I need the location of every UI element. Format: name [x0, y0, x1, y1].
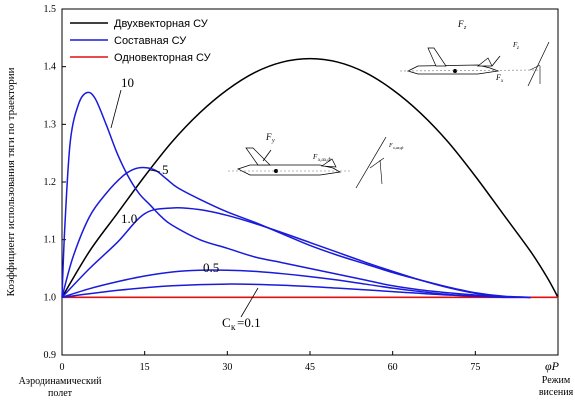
y-tick-label: 0.9 — [44, 350, 57, 361]
cg-dot-top — [453, 69, 457, 73]
aircraft-inset-top: F z F x F z — [399, 19, 550, 87]
curve-label-05: 0.5 — [203, 260, 219, 275]
x-axis-symbol: φP — [545, 359, 560, 373]
curve-label-10: 10 — [121, 75, 134, 90]
force-label-mid-sub: y — [271, 138, 275, 144]
x-tick-label: 45 — [305, 362, 315, 373]
axis-line-top — [399, 69, 541, 72]
vec-label-mid: F — [388, 143, 393, 149]
x-right-label-line2: висения — [539, 387, 574, 398]
legend: Двухвекторная СУ Составная СУ Одновекторна… — [70, 18, 212, 64]
axial-label-mid-sub: x,ах,ф — [317, 158, 331, 163]
vector-diagram-top-2 — [529, 64, 541, 71]
vec-label-top2-sub: z — [516, 46, 519, 51]
vector-diagram-mid — [355, 136, 387, 189]
y-tick-label: 1.2 — [44, 177, 57, 188]
y-tick-label: 1.1 — [44, 235, 57, 246]
x-tick-label: 30 — [222, 362, 232, 373]
x-left-label-line1: Аэродинамический — [19, 376, 103, 387]
vector-diagram-mid-2 — [369, 157, 385, 169]
curve-label-1: 1.0 — [121, 211, 137, 226]
x-tick-label: 75 — [470, 362, 480, 373]
series-line-Двухвекторная-СУ — [61, 57, 559, 298]
legend-label: Одновекторная СУ — [114, 52, 212, 64]
y-tick-label: 1.3 — [44, 119, 57, 130]
aircraft-body-top — [406, 64, 500, 75]
aircraft-tail-top — [477, 57, 493, 67]
ck-prefix: C — [222, 315, 231, 330]
vec-label-top-sub: x — [500, 79, 504, 84]
series-group — [61, 57, 559, 299]
y-tick-label: 1.5 — [44, 4, 57, 15]
x-tick-label: 60 — [388, 362, 398, 373]
y-tick-label: 1.4 — [44, 62, 57, 73]
aircraft-tail-mid — [320, 158, 337, 168]
leader-5 — [149, 169, 161, 173]
aircraft-inset-mid: F y F x,ах,ф F x,ах,ф — [228, 132, 404, 189]
legend-label: Двухвекторная СУ — [114, 18, 209, 30]
vec-label-top2: F — [512, 41, 518, 49]
series-line-0-1 — [61, 283, 531, 299]
force-arrow-top — [491, 55, 501, 67]
legend-label: Составная СУ — [114, 35, 187, 47]
y-axis-label: Коэффициент использования тяги по траект… — [5, 67, 17, 296]
vector-diagram-mid-3 — [379, 159, 383, 185]
aircraft-fin-mid — [245, 147, 271, 166]
series-line-1-0 — [61, 207, 531, 299]
leader-ck — [240, 287, 259, 318]
x-tick-label: 15 — [140, 362, 150, 373]
vec-label-mid-sub: x,ах,ф — [392, 145, 404, 151]
axial-label-mid: F — [312, 153, 318, 161]
curve-label-5: 5 — [162, 162, 169, 177]
vec-label-top: F — [495, 73, 501, 82]
curve-label-ck: C к =0.1 — [222, 315, 261, 332]
x-right-label-line1: Режим — [542, 375, 571, 386]
y-tick-label: 1.0 — [44, 292, 57, 303]
x-axis-ticks: 0 15 30 45 60 75 — [60, 351, 480, 373]
vector-diagram-top — [527, 41, 550, 87]
leader-10 — [110, 89, 122, 129]
x-left-label-line2: полет — [48, 388, 73, 399]
series-line-10 — [61, 91, 531, 299]
force-label-mid: F — [265, 132, 272, 142]
ck-value: =0.1 — [237, 315, 261, 330]
y-axis-ticks: 0.9 1.0 1.1 1.2 1.3 1.4 1.5 — [44, 4, 66, 361]
force-label-top-sub: z — [463, 25, 467, 31]
force-arrow-mid — [262, 149, 272, 162]
aircraft-fin-top — [427, 47, 447, 67]
force-label-top: F — [457, 19, 464, 29]
ck-subscript: к — [231, 322, 236, 332]
x-tick-label: 0 — [60, 362, 65, 373]
